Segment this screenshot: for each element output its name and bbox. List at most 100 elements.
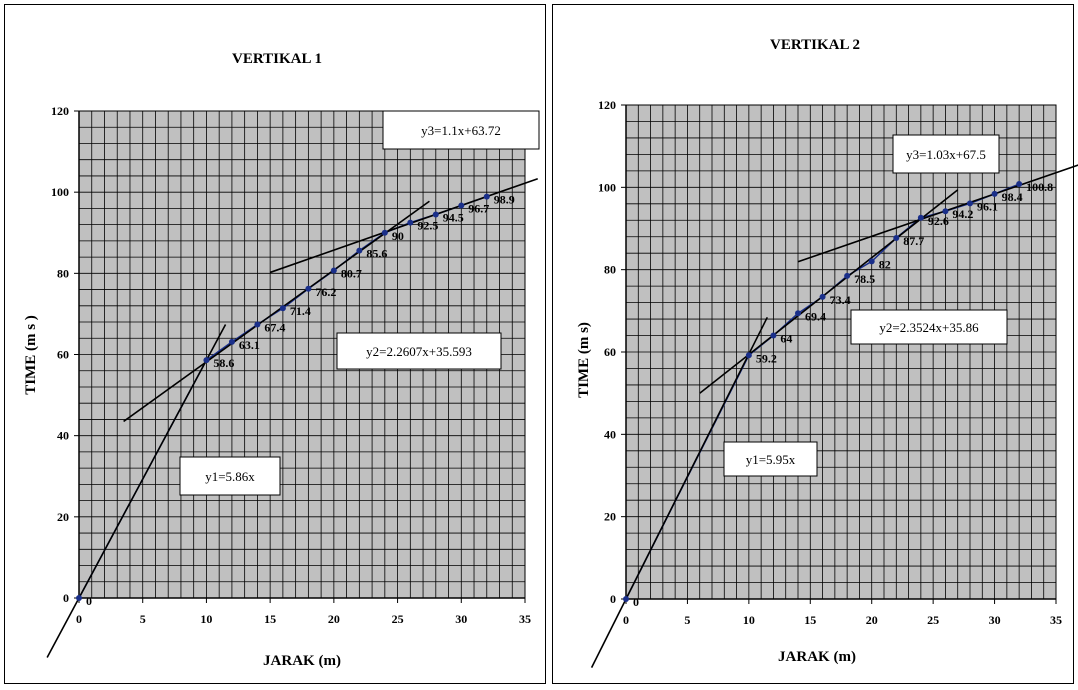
data-label: 71.4 [290,304,311,318]
data-label: 94.2 [952,207,973,221]
data-point [917,214,924,221]
x-axis-label: JARAK (m) [778,649,856,665]
fit-line-2 [123,200,430,423]
data-label: 78.5 [854,272,875,286]
x-tick-label: 20 [866,613,878,627]
x-tick-label: 25 [927,613,939,627]
equation-label-1: y1=5.95x [746,452,796,467]
y-tick-label: 0 [63,591,69,605]
data-label: 90 [392,229,404,243]
x-tick-label: 30 [989,613,1001,627]
chart-panel-vertikal-1: 0 5 10 15 20 25 30 35 0 20 40 60 80 100 120 0 58.6 63.1 67… [4,4,546,684]
x-tick-label: 5 [140,612,146,626]
data-point [745,352,752,359]
fit-line-1 [46,324,227,658]
y-tick-label: 120 [51,104,69,118]
y-tick-label: 100 [51,185,69,199]
data-point [228,338,235,345]
equation-label-3: y3=1.1x+63.72 [421,123,501,138]
data-point [893,234,900,241]
y-tick-label: 120 [598,98,616,112]
chart-panel-vertikal-2: 0 5 10 15 20 25 30 35 0 20 40 60 80 100 120 0 59.2 64 69.4… [552,4,1078,684]
x-tick-label: 10 [200,612,212,626]
chart-vertikal-1: 0 5 10 15 20 25 30 35 0 20 40 60 80 100 120 0 58.6 63.1 67… [23,51,540,669]
data-label: 0 [86,594,92,608]
data-label: 0 [633,595,639,609]
y-tick-label: 20 [57,510,69,524]
x-tick-label: 15 [804,613,816,627]
y-tick-label: 40 [604,427,616,441]
data-point [942,208,949,215]
data-point [623,596,629,602]
data-label: 59.2 [756,351,777,365]
y-tick-label: 80 [57,266,69,280]
x-tick-label: 10 [743,613,755,627]
equation-box-3 [382,110,540,150]
data-point [330,267,337,274]
data-label: 92.5 [417,219,438,233]
y-tick-label: 100 [598,180,616,194]
data-point [305,285,312,292]
fit-line-1 [590,316,769,668]
y-tick-label: 60 [57,348,69,362]
data-label: 92.6 [928,214,949,228]
equation-label-2: y2=2.3524x+35.86 [879,320,979,335]
data-point [458,202,465,209]
data-point [407,219,414,226]
y-tick-label: 40 [57,429,69,443]
equation-box-2 [850,309,1008,345]
data-point [203,357,210,364]
data-point [868,258,875,265]
data-point [991,190,998,197]
data-point [770,332,777,339]
data-label: 85.6 [366,247,387,261]
x-tick-label: 0 [623,613,629,627]
equation-box-1 [179,456,281,496]
data-point [381,229,388,236]
data-point [76,595,82,601]
data-label: 80.7 [341,266,362,280]
data-label: 82 [879,257,891,271]
data-point [844,272,851,279]
data-label: 63.1 [239,338,260,352]
x-tick-label: 20 [328,612,340,626]
x-tick-label: 35 [519,612,531,626]
data-point [279,305,286,312]
equation-label-1: y1=5.86x [205,469,255,484]
equation-box-3 [892,134,1000,174]
data-label: 98.4 [1002,190,1023,204]
data-label: 73.4 [830,293,851,307]
chart-title: VERTIKAL 1 [232,51,322,67]
y-tick-label: 0 [610,592,616,606]
equation-label-3: y3=1.03x+67.5 [906,147,986,162]
data-label: 96.7 [468,202,489,216]
x-tick-label: 5 [684,613,690,627]
data-label: 96.1 [977,199,998,213]
x-axis-label: JARAK (m) [263,653,341,669]
x-tick-label: 15 [264,612,276,626]
data-label: 67.4 [264,320,285,334]
data-label: 64 [780,332,792,346]
fit-line-3 [269,177,539,274]
equation-label-2: y2=2.2607x+35.593 [366,344,472,359]
data-point [356,247,363,254]
y-tick-label: 80 [604,263,616,277]
data-point [819,293,826,300]
chart-vertikal-2: 0 5 10 15 20 25 30 35 0 20 40 60 80 100 120 0 59.264 69.4… [576,37,1078,668]
grid-lines [625,104,1057,600]
data-point [432,211,439,218]
x-tick-label: 35 [1050,613,1062,627]
data-point [483,193,490,200]
y-tick-label: 60 [604,345,616,359]
data-label: 94.5 [443,210,464,224]
data-point [967,200,973,207]
data-point [254,321,261,328]
data-point [795,310,801,317]
equation-box-2 [336,332,502,370]
y-tick-label: 20 [604,510,616,524]
data-label: 69.4 [805,309,826,323]
y-axis-label: TIME (m s ) [23,315,39,395]
fit-line-2 [699,189,959,394]
y-axis-label: TIME (m s) [576,322,592,398]
chart-title: VERTIKAL 2 [770,37,860,53]
